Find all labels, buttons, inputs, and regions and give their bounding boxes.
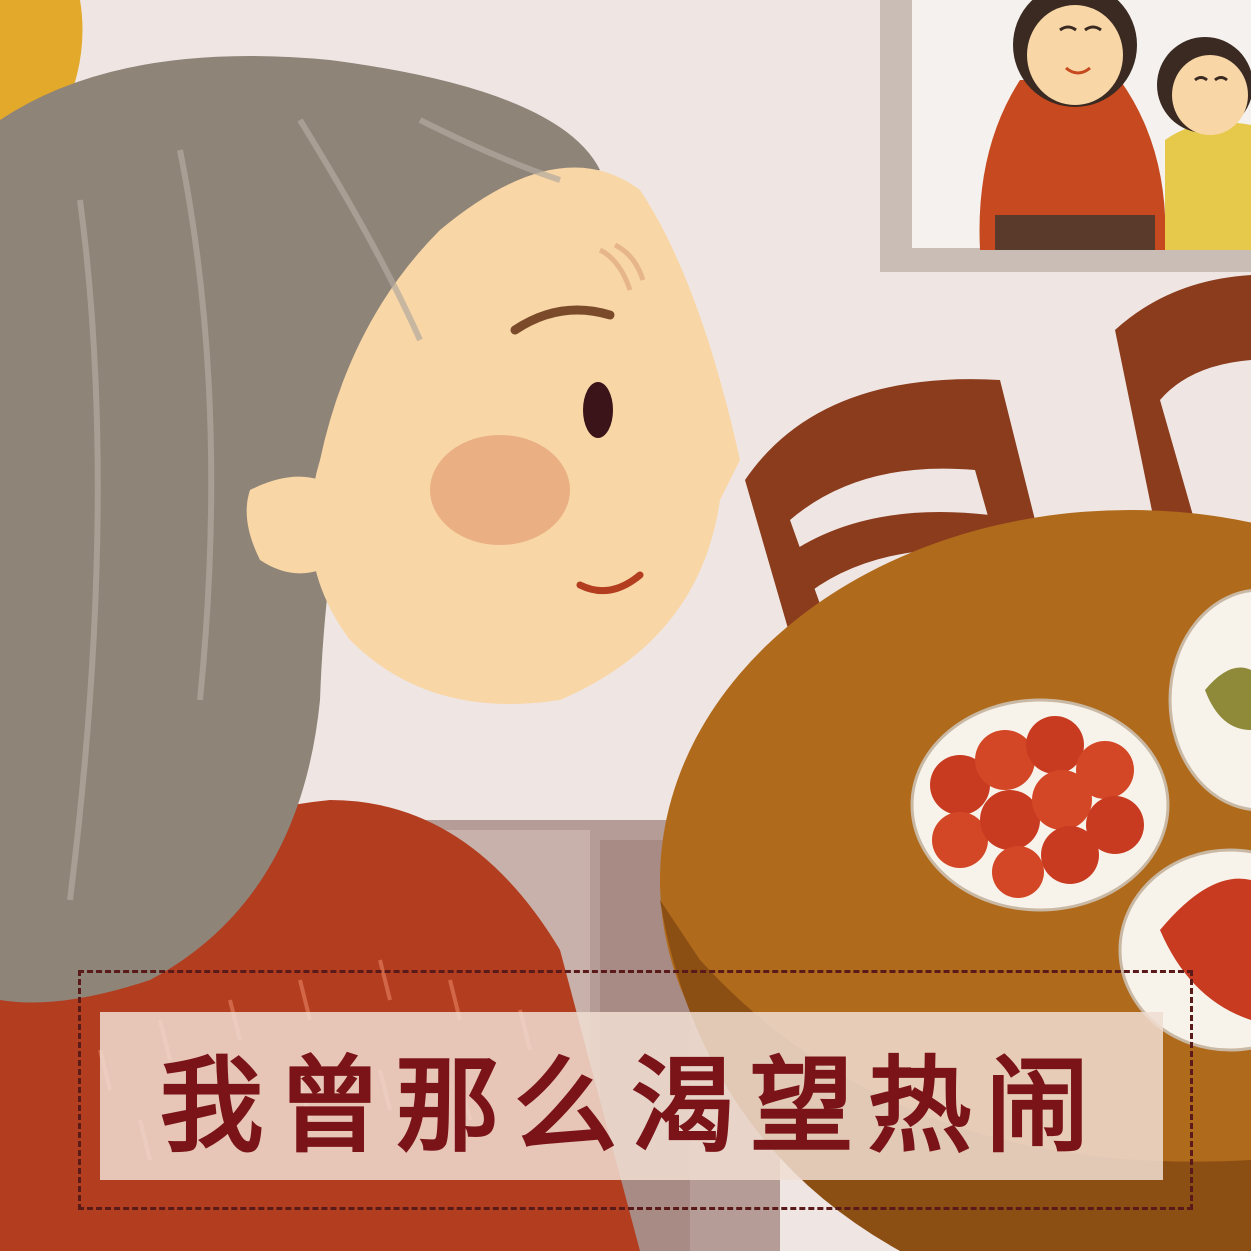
chairs bbox=[745, 275, 1251, 670]
family-photo-frame bbox=[880, 0, 1251, 272]
plate-dumplings bbox=[1168, 589, 1251, 811]
plate-sliced-meat bbox=[1118, 848, 1251, 1052]
caption-dashed-frame bbox=[78, 970, 1193, 1210]
plate-cherry-tomatoes bbox=[910, 698, 1170, 912]
caption-box: 我曾那么渴望热闹 bbox=[100, 1012, 1163, 1180]
caption-text: 我曾那么渴望热闹 bbox=[159, 1043, 1104, 1167]
